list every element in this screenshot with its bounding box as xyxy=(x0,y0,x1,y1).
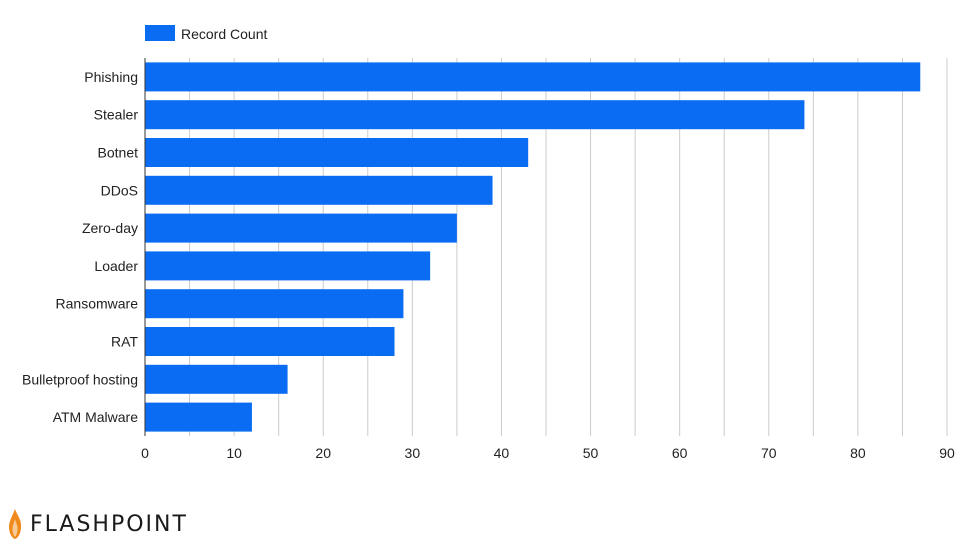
category-labels: Phishing Stealer Botnet DDoS Zero-day Loader R… xyxy=(22,69,138,425)
chart-legend: Record Count xyxy=(145,25,267,42)
chart-bars xyxy=(145,62,921,432)
x-tick-label: 50 xyxy=(583,445,599,461)
bar-loader xyxy=(145,251,431,281)
x-axis-tick-labels: 0 10 20 30 40 50 60 70 80 90 xyxy=(141,445,955,461)
category-label: RAT xyxy=(111,334,138,350)
x-tick-label: 0 xyxy=(141,445,149,461)
bar-botnet xyxy=(145,138,529,167)
bar-bulletproof-hosting xyxy=(145,364,288,394)
bar-ransomware xyxy=(145,289,404,319)
category-label: Ransomware xyxy=(56,296,139,312)
category-label: Zero-day xyxy=(82,220,138,236)
legend-label: Record Count xyxy=(181,26,267,42)
bar-stealer xyxy=(145,100,805,130)
category-label: ATM Malware xyxy=(53,409,139,425)
flashpoint-logo: FLASHPOINT xyxy=(8,507,188,541)
bar-phishing xyxy=(145,62,921,92)
x-tick-label: 60 xyxy=(672,445,688,461)
x-tick-label: 70 xyxy=(761,445,777,461)
legend-swatch xyxy=(145,25,175,41)
x-tick-label: 10 xyxy=(226,445,242,461)
flame-icon xyxy=(8,509,22,539)
bar-rat xyxy=(145,327,395,356)
bar-ddos xyxy=(145,175,493,205)
bar-atm-malware xyxy=(145,402,252,432)
x-tick-label: 20 xyxy=(315,445,331,461)
category-label: Loader xyxy=(94,258,138,274)
x-tick-label: 30 xyxy=(405,445,421,461)
category-label: DDoS xyxy=(101,182,138,198)
x-tick-label: 90 xyxy=(939,445,955,461)
category-label: Stealer xyxy=(94,107,139,123)
x-tick-label: 80 xyxy=(850,445,866,461)
category-label: Phishing xyxy=(84,69,138,85)
bar-zero-day xyxy=(145,213,457,243)
category-label: Bulletproof hosting xyxy=(22,371,138,387)
category-label: Botnet xyxy=(98,145,139,161)
brand-name: FLASHPOINT xyxy=(30,511,188,537)
x-tick-label: 40 xyxy=(494,445,510,461)
